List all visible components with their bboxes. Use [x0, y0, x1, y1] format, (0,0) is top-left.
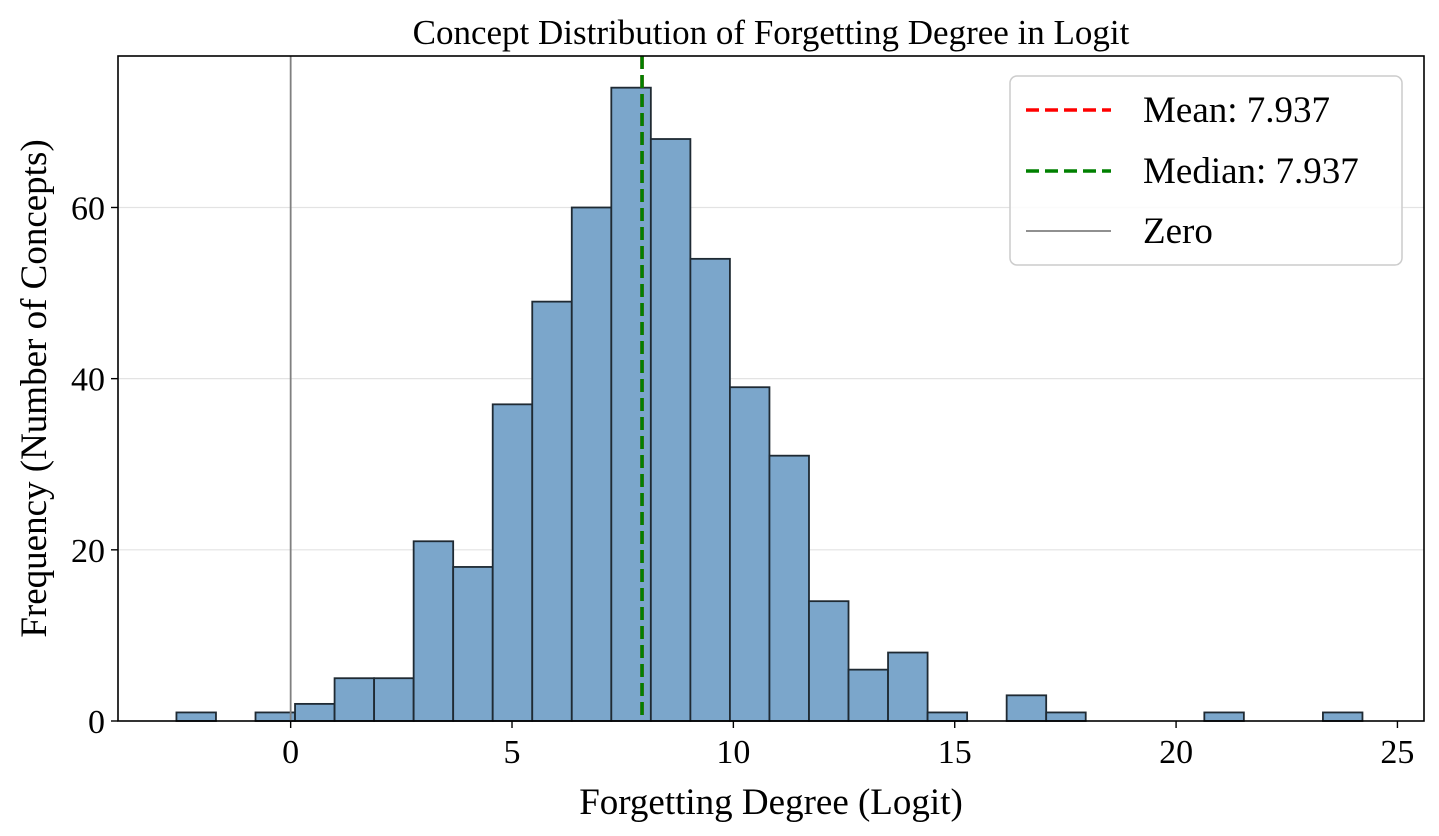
histogram-bar [808, 600, 850, 722]
histogram-bar [887, 651, 929, 722]
histogram-bar [689, 257, 731, 722]
histogram-bar [254, 711, 296, 722]
histogram-bar [768, 454, 810, 722]
x-tick-label: 25 [1380, 734, 1414, 771]
histogram-bar [926, 711, 969, 722]
y-axis-label: Frequency (Number of Concepts) [14, 139, 55, 637]
y-tick-label: 20 [71, 533, 105, 570]
histogram-bar [333, 677, 376, 722]
y-tick-label: 60 [71, 190, 105, 227]
histogram-bar [1005, 694, 1048, 722]
histogram-bar [412, 540, 455, 722]
histogram-bar [610, 86, 652, 722]
x-axis-label: Forgetting Degree (Logit) [579, 782, 963, 823]
x-tick-label: 15 [938, 734, 972, 771]
histogram-bar [729, 386, 771, 722]
histogram-bar [175, 711, 217, 722]
histogram-bar [491, 403, 534, 722]
histogram-bars [175, 86, 1364, 722]
legend-label: Median: 7.937 [1143, 151, 1359, 192]
histogram-bar [1045, 711, 1087, 722]
histogram-bar [294, 702, 336, 722]
legend-label: Mean: 7.937 [1143, 90, 1330, 131]
histogram-bar [373, 677, 415, 722]
x-tick-label: 0 [282, 734, 299, 771]
histogram-bar [531, 300, 573, 722]
histogram-bar [570, 206, 613, 722]
histogram-bar [847, 668, 889, 722]
chart-title: Concept Distribution of Forgetting Degre… [413, 13, 1130, 52]
legend: Mean: 7.937 Median: 7.937 Zero [1009, 75, 1403, 266]
y-tick-label: 40 [71, 362, 105, 399]
histogram-bar [452, 566, 494, 722]
x-tick-label: 10 [716, 734, 750, 771]
y-tick-label: 0 [88, 704, 105, 741]
histogram-bar [649, 138, 692, 722]
histogram-bar [1203, 711, 1245, 722]
x-tick-label: 20 [1159, 734, 1193, 771]
axes-frame [117, 55, 1425, 722]
legend-box [1009, 75, 1403, 266]
x-tick-label: 5 [504, 734, 521, 771]
histogram-bar [1322, 711, 1364, 722]
legend-label: Zero [1143, 211, 1213, 252]
